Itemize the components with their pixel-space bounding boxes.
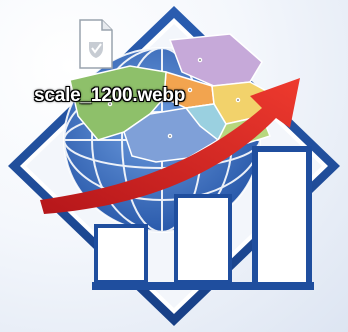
bar-chart-graphic bbox=[94, 152, 310, 284]
image-file-icon bbox=[79, 19, 113, 69]
file-name-label: scale_1200.webp bbox=[34, 85, 186, 106]
growth-arrow bbox=[40, 78, 300, 214]
desktop-file-item[interactable]: scale_1200.webp bbox=[34, 14, 185, 110]
